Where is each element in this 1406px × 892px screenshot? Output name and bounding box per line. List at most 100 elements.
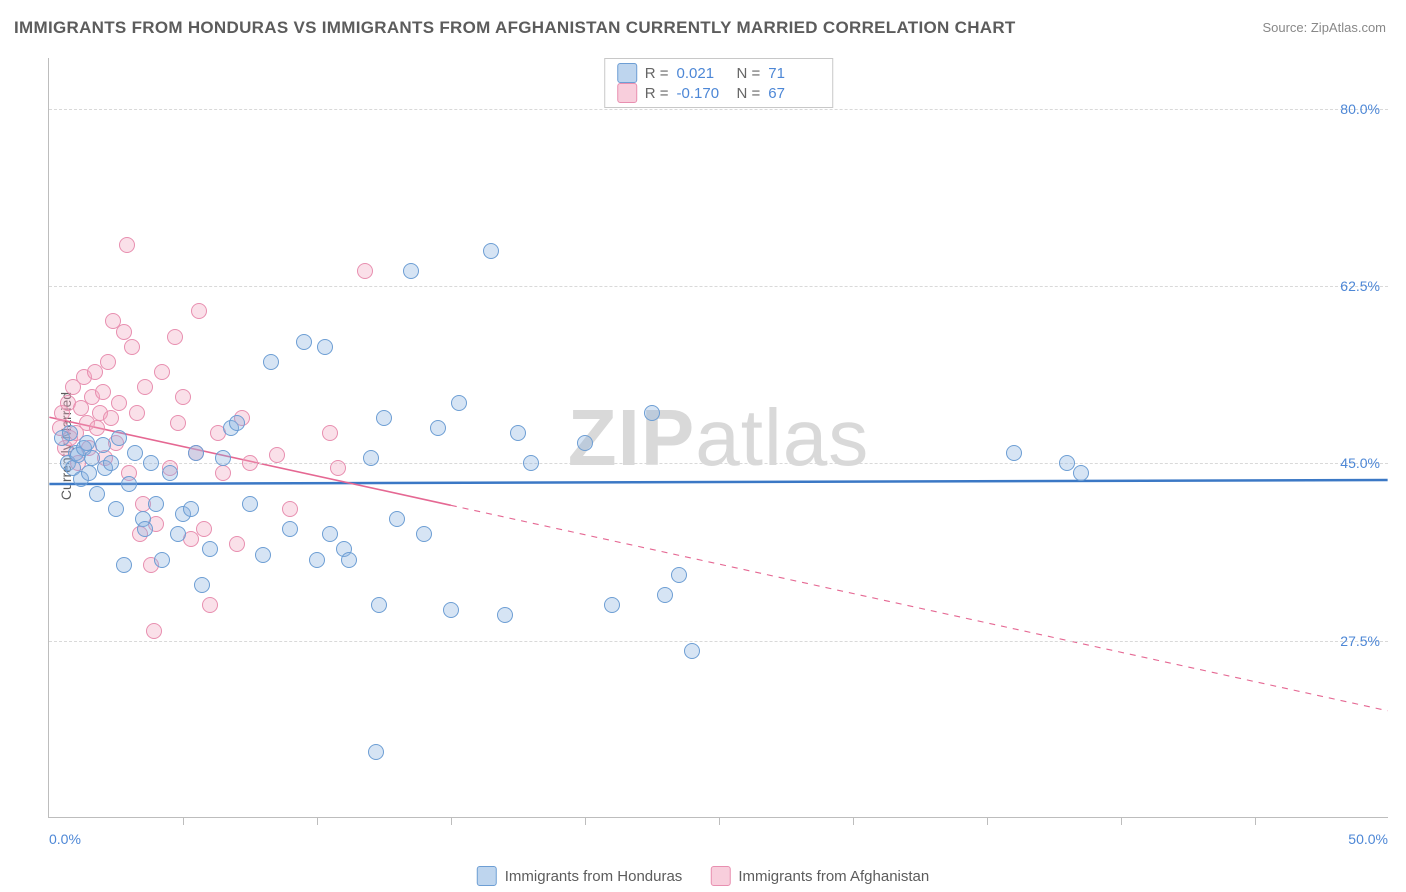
scatter-point bbox=[684, 643, 700, 659]
r-value-honduras: 0.021 bbox=[677, 65, 729, 82]
scatter-point bbox=[95, 384, 111, 400]
scatter-point bbox=[1073, 465, 1089, 481]
x-tick bbox=[1121, 817, 1122, 825]
scatter-point bbox=[451, 395, 467, 411]
legend-label-afghanistan: Immigrants from Afghanistan bbox=[738, 868, 929, 885]
scatter-point bbox=[1006, 445, 1022, 461]
scatter-point bbox=[322, 425, 338, 441]
scatter-point bbox=[242, 455, 258, 471]
scatter-point bbox=[137, 521, 153, 537]
scatter-point bbox=[111, 430, 127, 446]
scatter-point bbox=[577, 435, 593, 451]
scatter-point bbox=[167, 329, 183, 345]
scatter-point bbox=[363, 450, 379, 466]
scatter-point bbox=[194, 577, 210, 593]
x-tick bbox=[987, 817, 988, 825]
scatter-point bbox=[389, 511, 405, 527]
trend-lines-svg bbox=[49, 58, 1388, 817]
scatter-point bbox=[79, 435, 95, 451]
scatter-point bbox=[146, 623, 162, 639]
scatter-point bbox=[116, 324, 132, 340]
x-tick bbox=[853, 817, 854, 825]
n-value-honduras: 71 bbox=[768, 65, 820, 82]
scatter-point bbox=[154, 364, 170, 380]
scatter-point bbox=[124, 339, 140, 355]
swatch-pink bbox=[710, 866, 730, 886]
y-tick-label: 80.0% bbox=[1340, 101, 1380, 117]
x-tick bbox=[451, 817, 452, 825]
scatter-point bbox=[371, 597, 387, 613]
r-label: R = bbox=[645, 85, 669, 102]
scatter-point bbox=[229, 536, 245, 552]
x-tick bbox=[1255, 817, 1256, 825]
scatter-point bbox=[282, 501, 298, 517]
scatter-point bbox=[116, 557, 132, 573]
scatter-point bbox=[202, 541, 218, 557]
scatter-point bbox=[341, 552, 357, 568]
legend-label-honduras: Immigrants from Honduras bbox=[505, 868, 683, 885]
x-tick bbox=[317, 817, 318, 825]
chart-plot-area: ZIPatlas R = 0.021 N = 71 R = -0.170 N =… bbox=[48, 58, 1388, 818]
scatter-point bbox=[215, 465, 231, 481]
scatter-point bbox=[148, 496, 164, 512]
scatter-point bbox=[62, 425, 78, 441]
scatter-point bbox=[483, 243, 499, 259]
scatter-point bbox=[89, 486, 105, 502]
scatter-point bbox=[523, 455, 539, 471]
scatter-point bbox=[403, 263, 419, 279]
scatter-point bbox=[89, 420, 105, 436]
scatter-point bbox=[671, 567, 687, 583]
y-tick-label: 27.5% bbox=[1340, 633, 1380, 649]
scatter-point bbox=[368, 744, 384, 760]
scatter-point bbox=[95, 437, 111, 453]
scatter-point bbox=[510, 425, 526, 441]
scatter-point bbox=[103, 410, 119, 426]
scatter-point bbox=[604, 597, 620, 613]
trend-line-dashed bbox=[451, 505, 1388, 710]
scatter-point bbox=[263, 354, 279, 370]
scatter-point bbox=[191, 303, 207, 319]
correlation-legend: R = 0.021 N = 71 R = -0.170 N = 67 bbox=[604, 58, 834, 108]
scatter-point bbox=[242, 496, 258, 512]
x-tick bbox=[719, 817, 720, 825]
x-tick-label-max: 50.0% bbox=[1348, 831, 1388, 847]
source-attribution: Source: ZipAtlas.com bbox=[1262, 20, 1386, 35]
scatter-point bbox=[229, 415, 245, 431]
gridline-h bbox=[49, 109, 1388, 110]
scatter-point bbox=[282, 521, 298, 537]
legend-row-honduras: R = 0.021 N = 71 bbox=[617, 63, 821, 83]
scatter-point bbox=[154, 552, 170, 568]
n-value-afghanistan: 67 bbox=[768, 85, 820, 102]
legend-item-honduras: Immigrants from Honduras bbox=[477, 866, 683, 886]
scatter-point bbox=[376, 410, 392, 426]
scatter-point bbox=[129, 405, 145, 421]
scatter-point bbox=[103, 455, 119, 471]
scatter-point bbox=[443, 602, 459, 618]
scatter-point bbox=[296, 334, 312, 350]
x-tick bbox=[183, 817, 184, 825]
y-tick-label: 62.5% bbox=[1340, 278, 1380, 294]
n-label: N = bbox=[737, 85, 761, 102]
scatter-point bbox=[309, 552, 325, 568]
scatter-point bbox=[137, 379, 153, 395]
y-tick-label: 45.0% bbox=[1340, 455, 1380, 471]
scatter-point bbox=[119, 237, 135, 253]
r-label: R = bbox=[645, 65, 669, 82]
n-label: N = bbox=[737, 65, 761, 82]
legend-item-afghanistan: Immigrants from Afghanistan bbox=[710, 866, 929, 886]
scatter-point bbox=[322, 526, 338, 542]
scatter-point bbox=[196, 521, 212, 537]
scatter-point bbox=[121, 476, 137, 492]
scatter-point bbox=[162, 465, 178, 481]
scatter-point bbox=[108, 501, 124, 517]
scatter-point bbox=[127, 445, 143, 461]
scatter-point bbox=[87, 364, 103, 380]
scatter-point bbox=[215, 450, 231, 466]
x-tick-label-min: 0.0% bbox=[49, 831, 81, 847]
scatter-point bbox=[111, 395, 127, 411]
scatter-point bbox=[202, 597, 218, 613]
scatter-point bbox=[100, 354, 116, 370]
scatter-point bbox=[357, 263, 373, 279]
scatter-point bbox=[657, 587, 673, 603]
scatter-point bbox=[416, 526, 432, 542]
